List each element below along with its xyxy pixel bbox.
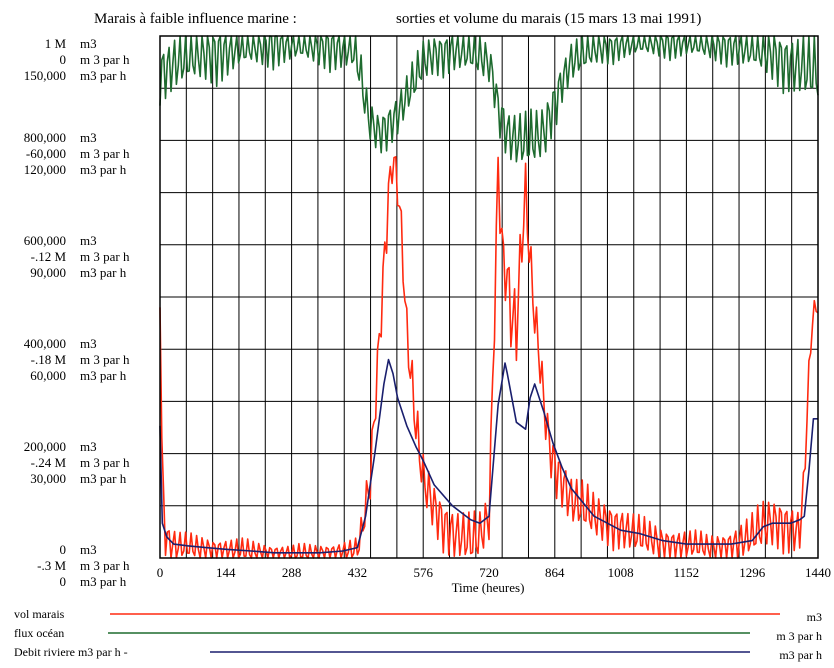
y-tick-unit: m 3 par h	[80, 455, 130, 470]
series-line	[159, 358, 818, 554]
series-line	[159, 156, 819, 559]
y-tick-value: -.18 M	[31, 352, 67, 367]
y-tick-unit: m 3 par h	[80, 146, 130, 161]
y-tick-value: 0	[60, 542, 67, 557]
legend-label: vol marais	[14, 607, 65, 621]
x-tick-label: 1440	[805, 565, 831, 580]
y-tick-unit: m3 par h	[80, 368, 127, 383]
y-tick-value: 120,000	[24, 162, 66, 177]
y-tick-unit: m3	[80, 36, 97, 51]
legend-unit: m3	[807, 610, 822, 624]
y-tick-value: 600,000	[24, 233, 66, 248]
y-tick-unit: m3	[80, 542, 97, 557]
y-tick-value: 1 M	[45, 36, 67, 51]
y-tick-value: -60,000	[26, 146, 66, 161]
y-tick-value: 800,000	[24, 130, 66, 145]
x-tick-label: 1008	[608, 565, 634, 580]
y-tick-value: -.24 M	[31, 455, 67, 470]
y-tick-unit: m3 par h	[80, 68, 127, 83]
y-tick-unit: m3 par h	[80, 162, 127, 177]
legend-label: flux océan	[14, 626, 64, 640]
y-tick-value: 150,000	[24, 68, 66, 83]
y-tick-unit: m3	[80, 233, 97, 248]
y-tick-value: 200,000	[24, 439, 66, 454]
y-tick-unit: m 3 par h	[80, 558, 130, 573]
y-tick-unit: m3	[80, 336, 97, 351]
y-tick-unit: m3 par h	[80, 265, 127, 280]
x-tick-label: 432	[348, 565, 368, 580]
x-tick-label: 288	[282, 565, 302, 580]
x-axis-tick-labels: 0 144 288 432 576 720 864 1008 1152 1296 1440	[157, 565, 831, 580]
legend-unit: m 3 par h	[776, 629, 822, 643]
x-tick-label: 864	[545, 565, 565, 580]
x-axis-label: Time (heures)	[452, 580, 525, 595]
y-tick-unit: m3	[80, 130, 97, 145]
y-tick-unit: m 3 par h	[80, 52, 130, 67]
plot-frame	[159, 35, 819, 559]
y-tick-value: -.3 M	[37, 558, 66, 573]
y-tick-unit: m3 par h	[80, 471, 127, 486]
legend: vol marais m3 flux océan m 3 par h Debit riv…	[14, 607, 822, 662]
y-tick-unit: m 3 par h	[80, 352, 130, 367]
y-tick-value: 60,000	[30, 368, 66, 383]
x-tick-label: 576	[413, 565, 433, 580]
x-tick-label: 144	[216, 565, 236, 580]
legend-label: Debit riviere m3 par h -	[14, 645, 128, 659]
chart-title-left: Marais à faible influence marine :	[94, 11, 297, 27]
x-tick-label: 1296	[739, 565, 766, 580]
series-line	[159, 35, 819, 163]
chart-title-right: sorties et volume du marais (15 mars 13 …	[396, 11, 701, 27]
y-tick-value: 90,000	[30, 265, 66, 280]
y-tick-unit: m 3 par h	[80, 249, 130, 264]
y-tick-value: 30,000	[30, 471, 66, 486]
x-tick-label: 1152	[674, 565, 700, 580]
y-tick-value: 0	[60, 574, 67, 589]
y-tick-unit: m3 par h	[80, 574, 127, 589]
x-tick-label: 720	[479, 565, 499, 580]
y-tick-value: 0	[60, 52, 67, 67]
y-tick-value: 400,000	[24, 336, 66, 351]
y-tick-unit: m3	[80, 439, 97, 454]
x-tick-label: 0	[157, 565, 164, 580]
legend-unit: m3 par h	[779, 648, 822, 662]
y-tick-value: -.12 M	[31, 249, 67, 264]
chart-grid	[160, 36, 818, 558]
